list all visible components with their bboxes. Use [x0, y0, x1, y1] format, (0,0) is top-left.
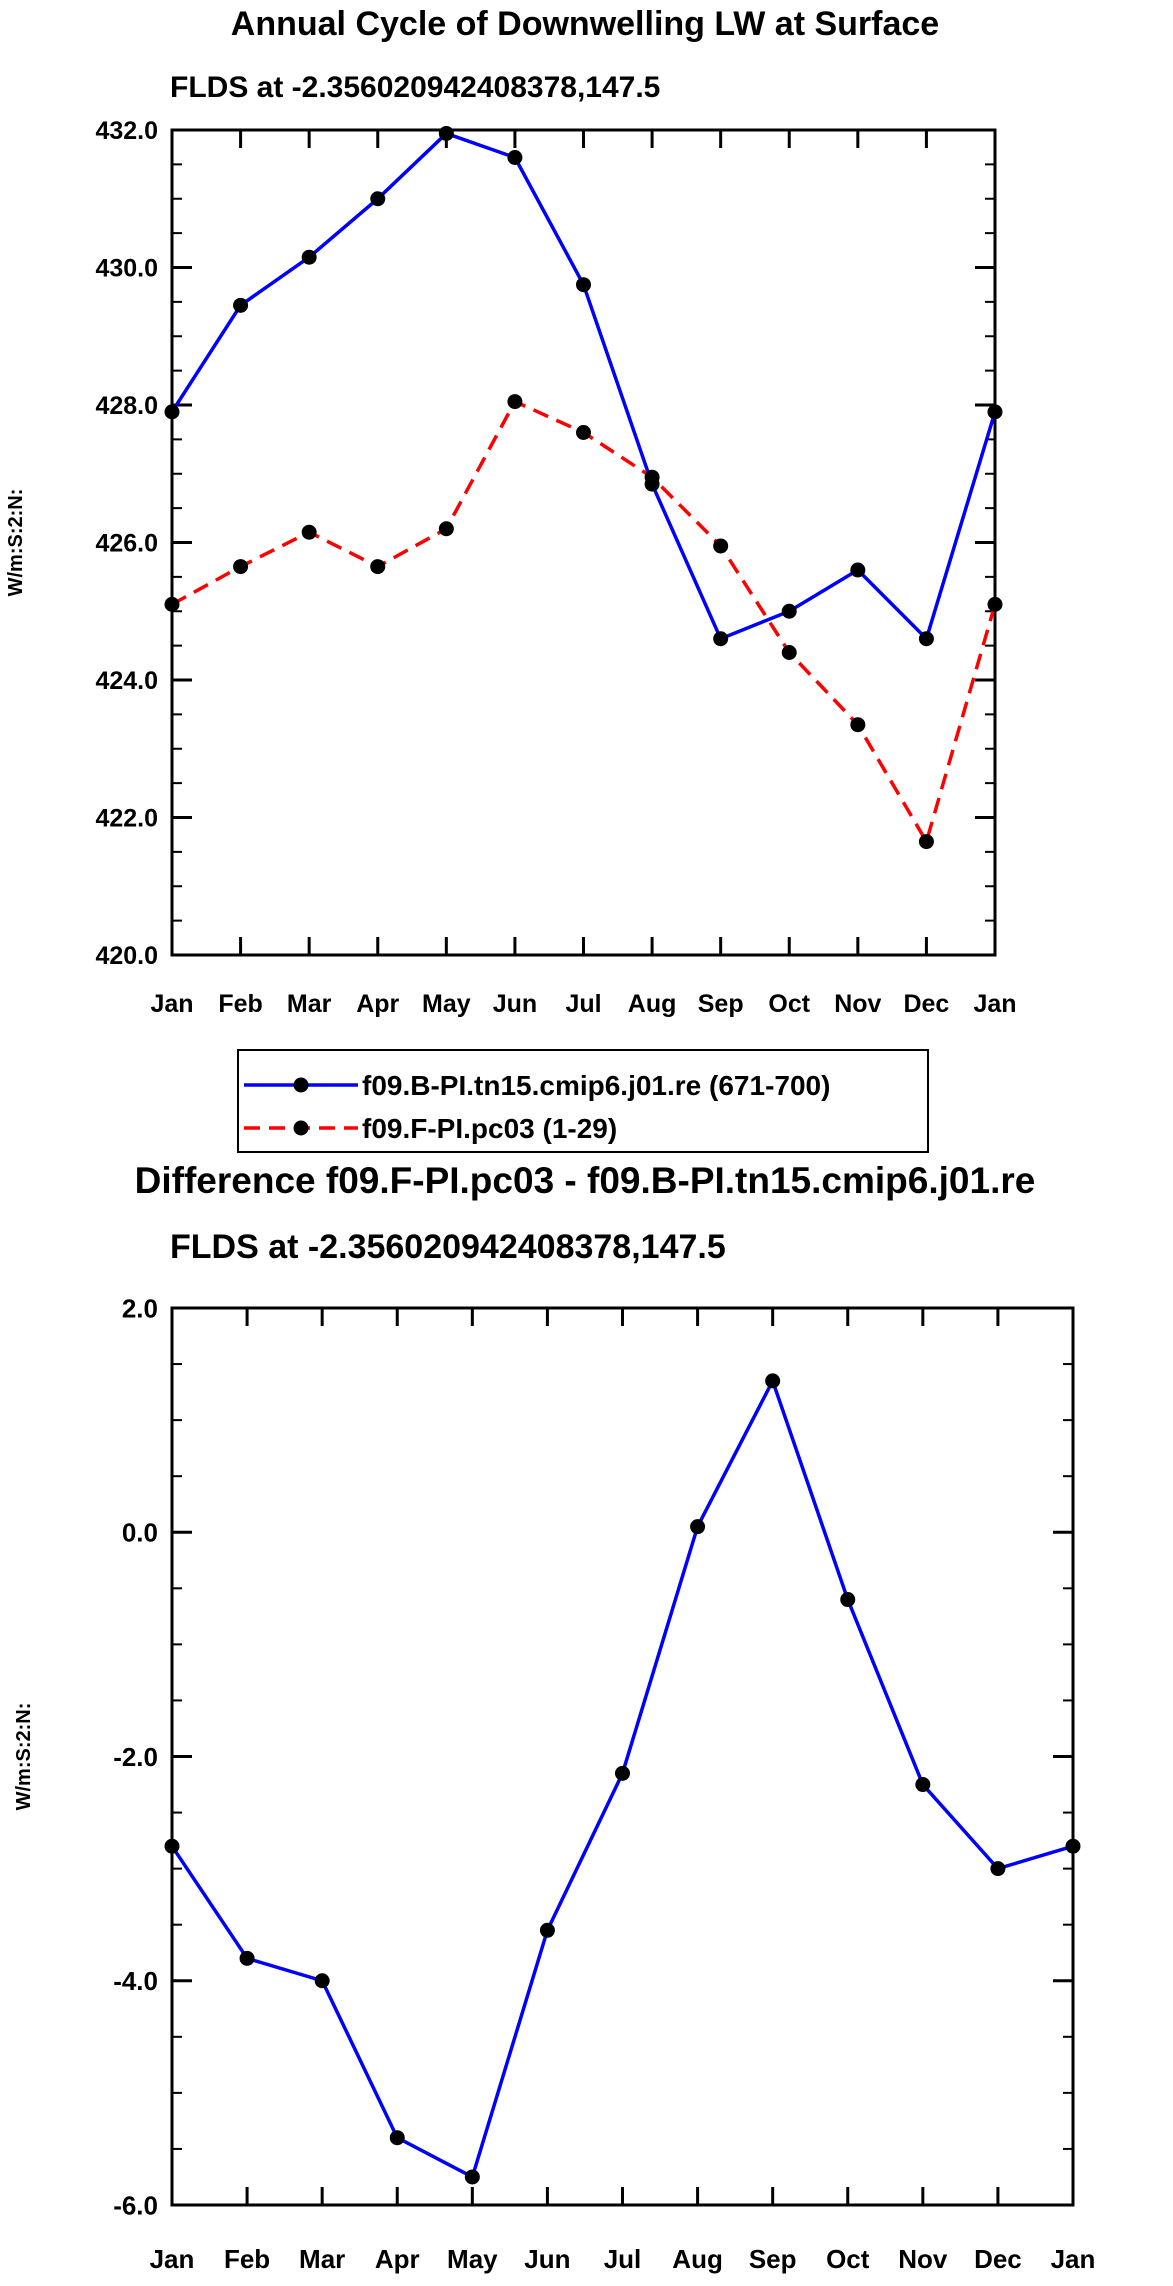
plot-frame [170, 1306, 1075, 2207]
data-point [507, 394, 523, 410]
legend-marker [293, 1120, 309, 1136]
data-point [781, 603, 797, 619]
y-tick-label: 428.0 [95, 392, 158, 420]
data-point [164, 596, 180, 612]
data-point [690, 1519, 706, 1535]
x-tick-label: Jul [604, 2244, 642, 2274]
data-point [713, 538, 729, 554]
x-tick-label: May [447, 2244, 498, 2274]
data-point [615, 1765, 630, 1781]
x-tick-label: Sep [749, 2244, 797, 2274]
x-tick-label: Nov [834, 990, 881, 1018]
plot-frame [170, 128, 997, 957]
data-point [644, 469, 660, 485]
data-point [781, 645, 797, 660]
x-tick-label: Oct [826, 2244, 870, 2274]
y-tick-label: 432.0 [95, 117, 158, 145]
legend-box [237, 1049, 929, 1153]
y-tick-label: -4.0 [113, 1966, 158, 1996]
data-point [765, 1373, 781, 1389]
chart-title: Annual Cycle of Downwelling LW at Surfac… [231, 5, 939, 43]
x-tick-label: Sep [698, 990, 744, 1018]
data-point [233, 297, 249, 313]
legend-marker [293, 1077, 309, 1093]
series-line-2 [171, 399, 997, 844]
data-point [713, 631, 729, 647]
chart-panel-1: Annual Cycle of Downwelling LW at Surfac… [5, 5, 1017, 1153]
y-tick-label: -2.0 [113, 1742, 158, 1772]
y-tick-label: 420.0 [95, 942, 158, 970]
data-point [918, 834, 934, 850]
x-tick-label: May [422, 990, 471, 1018]
x-tick-label: Aug [672, 2244, 723, 2274]
data-point [576, 425, 591, 440]
y-axis-label: W/m:S:2:N: [5, 489, 27, 597]
x-tick-label: Jul [565, 990, 601, 1018]
series-line-1 [170, 131, 997, 641]
data-point [850, 562, 866, 578]
data-point [850, 717, 866, 733]
x-tick-label: Nov [898, 2244, 948, 2274]
x-tick-label: Jan [973, 990, 1016, 1018]
x-tick-label: Jan [150, 2244, 195, 2274]
y-tick-label: 422.0 [95, 805, 158, 833]
y-tick-label: -6.0 [113, 2190, 158, 2220]
data-point [314, 1973, 330, 1989]
y-tick-label: 2.0 [122, 1293, 158, 1323]
data-point [990, 1861, 1006, 1877]
y-tick-label: 430.0 [95, 255, 158, 283]
data-point [438, 521, 454, 537]
x-tick-label: Aug [628, 990, 677, 1018]
y-tick-label: 0.0 [122, 1518, 158, 1548]
data-point [464, 2169, 480, 2185]
x-tick-label: Mar [287, 990, 332, 1018]
chart-subtitle: FLDS at -2.356020942408378,147.5 [170, 71, 660, 104]
data-point [507, 150, 523, 165]
data-point [164, 404, 180, 420]
y-tick-label: 424.0 [95, 667, 158, 695]
data-point [915, 1777, 931, 1793]
data-point [987, 404, 1003, 420]
y-tick-label: 426.0 [95, 530, 158, 558]
chart-subtitle: FLDS at -2.356020942408378,147.5 [170, 1228, 726, 1266]
data-point [370, 191, 386, 207]
data-point [438, 125, 454, 141]
x-tick-label: Feb [218, 990, 262, 1018]
data-point [918, 631, 934, 647]
legend: f09.B-PI.tn15.cmip6.j01.re (671-700) f09.… [237, 1049, 929, 1153]
data-point [301, 249, 317, 265]
x-tick-label: Dec [903, 990, 949, 1018]
chart-title: Difference f09.F-PI.pc03 - f09.B-PI.tn15… [135, 1160, 1036, 1201]
data-point [389, 2130, 405, 2146]
data-point [987, 596, 1003, 612]
data-point [539, 1922, 555, 1938]
legend-label-2: f09.F-PI.pc03 (1-29) [362, 1113, 617, 1144]
legend-label-1: f09.B-PI.tn15.cmip6.j01.re (671-700) [362, 1070, 830, 1101]
data-point [233, 559, 249, 575]
chart-panel-2: Difference f09.F-PI.pc03 - f09.B-PI.tn15… [13, 1160, 1095, 2274]
data-point [840, 1592, 856, 1608]
x-tick-label: Mar [299, 2244, 345, 2274]
x-tick-label: Apr [356, 990, 399, 1018]
data-point [239, 1950, 255, 1966]
x-tick-label: Dec [974, 2244, 1022, 2274]
x-tick-label: Jan [1051, 2244, 1096, 2274]
y-axis-label: W/m:S:2:N: [13, 1703, 35, 1811]
x-tick-label: Jun [493, 990, 537, 1018]
x-tick-label: Oct [768, 990, 810, 1018]
x-tick-label: Jan [150, 990, 193, 1018]
data-point [370, 559, 386, 575]
x-tick-label: Apr [375, 2244, 420, 2274]
data-point [301, 524, 317, 540]
data-point [1065, 1838, 1081, 1854]
x-tick-label: Feb [224, 2244, 270, 2274]
data-point [576, 277, 591, 293]
data-point [164, 1838, 180, 1854]
x-tick-label: Jun [524, 2244, 570, 2274]
